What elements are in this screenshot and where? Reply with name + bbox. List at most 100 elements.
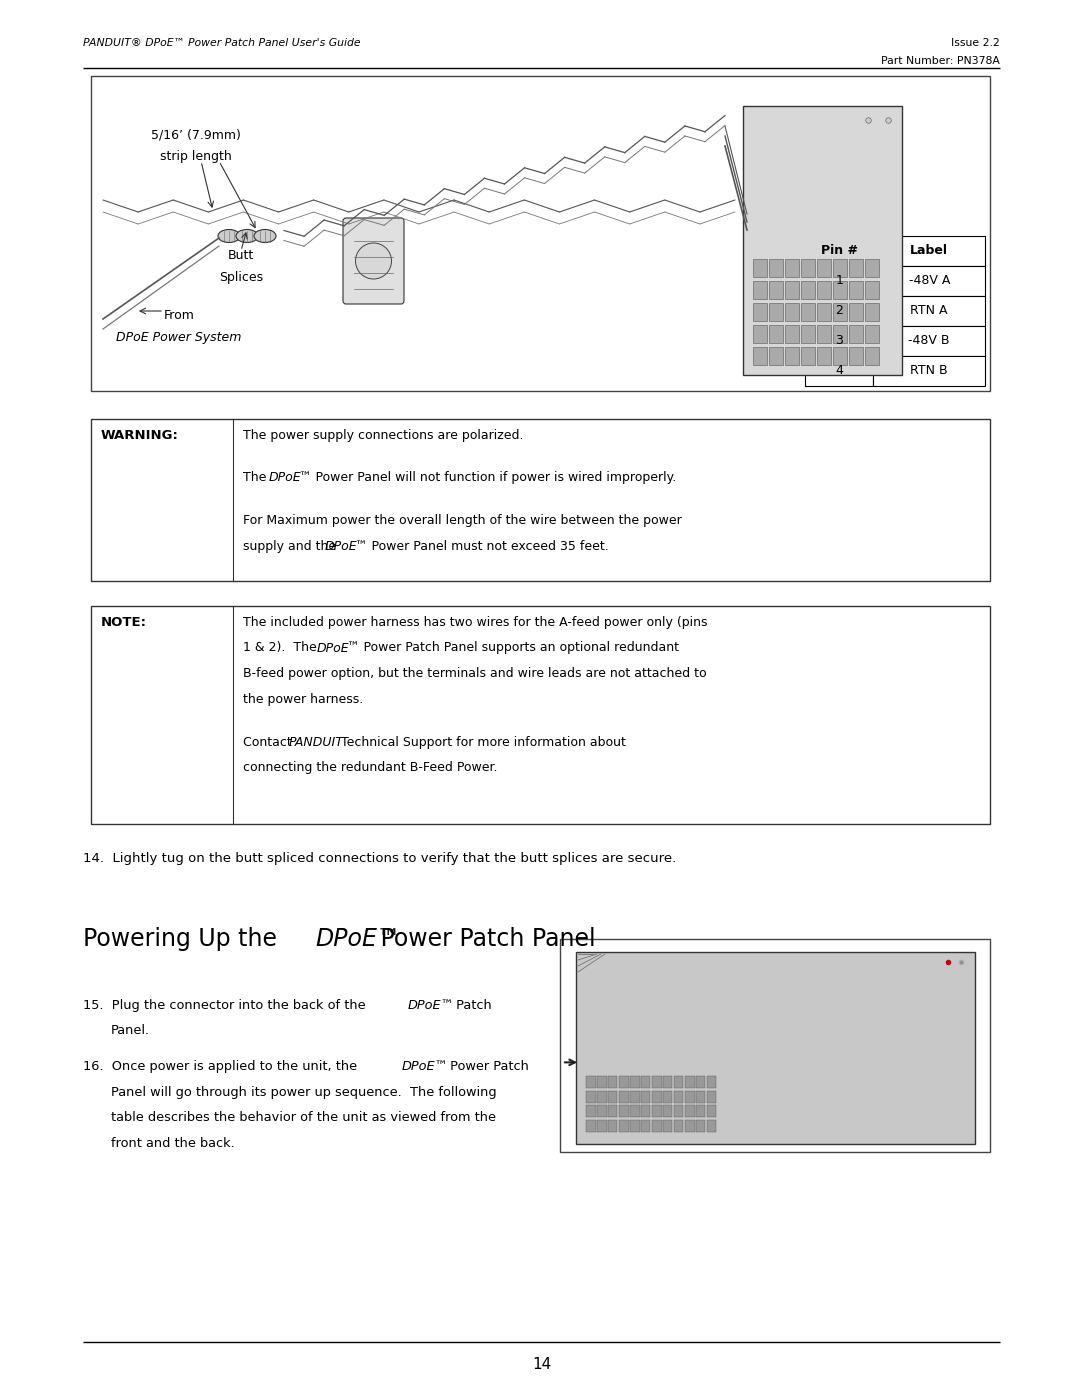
Ellipse shape bbox=[218, 229, 240, 243]
Text: NOTE:: NOTE: bbox=[102, 616, 147, 629]
Bar bbox=[801, 258, 815, 277]
Text: strip length: strip length bbox=[160, 149, 232, 163]
Text: RTN B: RTN B bbox=[910, 365, 948, 377]
Bar bbox=[874, 326, 985, 356]
Text: 15.  Plug the connector into the back of the: 15. Plug the connector into the back of … bbox=[83, 999, 369, 1011]
Bar bbox=[685, 1076, 694, 1088]
Bar bbox=[597, 1091, 607, 1102]
Text: ™ Power Panel must not exceed 35 feet.: ™ Power Panel must not exceed 35 feet. bbox=[355, 541, 609, 553]
Text: The: The bbox=[243, 471, 270, 485]
Bar bbox=[801, 303, 815, 321]
Bar bbox=[849, 258, 863, 277]
Bar bbox=[707, 1105, 716, 1118]
Text: Power Patch: Power Patch bbox=[446, 1060, 529, 1073]
Bar bbox=[652, 1091, 661, 1102]
Bar bbox=[630, 1091, 639, 1102]
Text: DPoE Power System: DPoE Power System bbox=[117, 331, 242, 344]
Text: DPoE: DPoE bbox=[318, 641, 350, 655]
Bar bbox=[849, 281, 863, 299]
Ellipse shape bbox=[237, 229, 258, 243]
Bar bbox=[769, 281, 783, 299]
Bar bbox=[91, 419, 990, 581]
Text: 5/16’ (7.9mm): 5/16’ (7.9mm) bbox=[151, 129, 241, 141]
Bar bbox=[608, 1091, 618, 1102]
Text: 2: 2 bbox=[835, 305, 843, 317]
Text: -48V A: -48V A bbox=[908, 274, 950, 288]
Bar bbox=[597, 1076, 607, 1088]
Bar bbox=[753, 326, 767, 344]
Bar bbox=[630, 1105, 639, 1118]
Bar bbox=[561, 939, 990, 1151]
Text: 1: 1 bbox=[835, 274, 843, 288]
Text: PANDUIT® DPoE™ Power Patch Panel User's Guide: PANDUIT® DPoE™ Power Patch Panel User's … bbox=[83, 38, 361, 47]
Bar bbox=[707, 1120, 716, 1132]
Bar bbox=[769, 303, 783, 321]
Bar bbox=[707, 1091, 716, 1102]
Bar bbox=[619, 1091, 629, 1102]
Bar bbox=[785, 258, 799, 277]
Text: Pin #: Pin # bbox=[821, 244, 858, 257]
Bar bbox=[865, 281, 879, 299]
Bar bbox=[91, 606, 990, 824]
Bar bbox=[874, 356, 985, 386]
Text: The included power harness has two wires for the A-feed power only (pins: The included power harness has two wires… bbox=[243, 616, 707, 629]
Text: DPoE: DPoE bbox=[325, 541, 357, 553]
Bar bbox=[652, 1120, 661, 1132]
Text: ™ Power Patch Panel supports an optional redundant: ™ Power Patch Panel supports an optional… bbox=[347, 641, 679, 655]
Bar bbox=[652, 1105, 661, 1118]
Bar bbox=[674, 1120, 684, 1132]
Bar bbox=[707, 1076, 716, 1088]
Bar bbox=[642, 1091, 650, 1102]
Text: front and the back.: front and the back. bbox=[111, 1137, 234, 1150]
Text: connecting the redundant B-Feed Power.: connecting the redundant B-Feed Power. bbox=[243, 761, 498, 774]
Text: Issue 2.2: Issue 2.2 bbox=[951, 38, 1000, 47]
Bar bbox=[630, 1076, 639, 1088]
Bar bbox=[642, 1120, 650, 1132]
Bar bbox=[663, 1120, 673, 1132]
Text: WARNING:: WARNING: bbox=[102, 429, 179, 441]
Bar bbox=[696, 1120, 705, 1132]
Bar bbox=[663, 1091, 673, 1102]
Bar bbox=[769, 346, 783, 365]
Bar bbox=[805, 356, 874, 386]
Bar bbox=[597, 1120, 607, 1132]
Bar bbox=[801, 281, 815, 299]
Text: Contact: Contact bbox=[243, 736, 296, 749]
Bar bbox=[805, 265, 874, 296]
Bar bbox=[833, 303, 847, 321]
Text: RTN A: RTN A bbox=[910, 305, 948, 317]
Text: From: From bbox=[163, 309, 194, 321]
Bar bbox=[833, 346, 847, 365]
Bar bbox=[642, 1105, 650, 1118]
Text: DPoE™: DPoE™ bbox=[402, 1060, 448, 1073]
Bar bbox=[785, 303, 799, 321]
Text: Splices: Splices bbox=[219, 271, 264, 284]
Text: Powering Up the: Powering Up the bbox=[83, 928, 284, 951]
Bar bbox=[849, 326, 863, 344]
Bar bbox=[608, 1120, 618, 1132]
Bar bbox=[91, 75, 990, 391]
Bar bbox=[696, 1091, 705, 1102]
Bar bbox=[874, 265, 985, 296]
Bar bbox=[642, 1076, 650, 1088]
Bar bbox=[652, 1076, 661, 1088]
Bar bbox=[769, 258, 783, 277]
Bar bbox=[753, 281, 767, 299]
Bar bbox=[753, 303, 767, 321]
Bar bbox=[805, 296, 874, 326]
Bar bbox=[753, 258, 767, 277]
Bar bbox=[805, 326, 874, 356]
Bar bbox=[816, 303, 831, 321]
Text: 3: 3 bbox=[835, 334, 843, 348]
Text: 16.  Once power is applied to the unit, the: 16. Once power is applied to the unit, t… bbox=[83, 1060, 361, 1073]
Text: Patch: Patch bbox=[453, 999, 491, 1011]
Bar bbox=[696, 1105, 705, 1118]
Bar bbox=[674, 1091, 684, 1102]
Bar bbox=[865, 258, 879, 277]
Bar bbox=[586, 1120, 595, 1132]
Text: Power Patch Panel: Power Patch Panel bbox=[373, 928, 596, 951]
Text: DPoE: DPoE bbox=[269, 471, 301, 485]
Bar bbox=[685, 1105, 694, 1118]
Text: 4: 4 bbox=[835, 365, 843, 377]
Bar bbox=[833, 326, 847, 344]
